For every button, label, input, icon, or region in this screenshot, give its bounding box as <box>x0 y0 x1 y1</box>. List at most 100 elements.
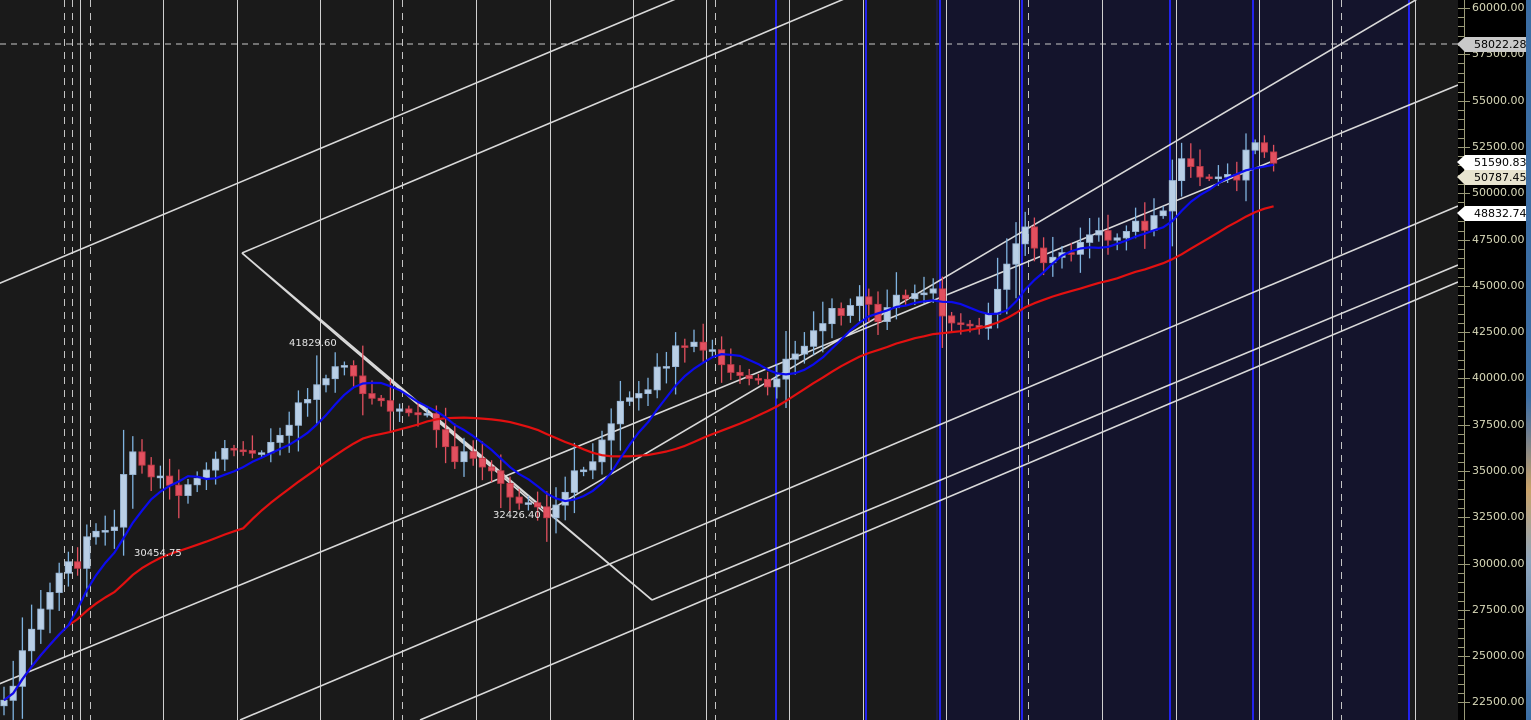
price-tag-pointer <box>1457 155 1465 170</box>
candle-bullish <box>1214 176 1222 180</box>
axis-tick-label: 57500.00 <box>1472 47 1525 60</box>
candle-bearish <box>451 446 459 463</box>
axis-tick-minor <box>1458 526 1465 528</box>
candle-bearish <box>230 447 238 451</box>
axis-tick-minor <box>1458 480 1465 482</box>
candle-bullish <box>819 323 827 332</box>
candle-bearish <box>175 484 183 496</box>
candle-bearish <box>754 378 762 381</box>
axis-tick-minor <box>1458 258 1465 260</box>
candle-bearish <box>432 413 440 431</box>
axis-tick-major <box>1458 425 1470 426</box>
candle-bullish <box>644 389 652 395</box>
candle-bearish <box>543 506 551 519</box>
axis-tick-minor <box>1458 304 1465 306</box>
axis-tick-major <box>1458 147 1470 148</box>
candle-bullish <box>1122 231 1130 239</box>
candle-bearish <box>681 345 689 348</box>
candle-bullish <box>598 439 606 463</box>
candle-bullish <box>0 699 8 707</box>
candle-bearish <box>902 294 910 300</box>
candle-bullish <box>524 502 532 505</box>
candle-bullish <box>1251 142 1259 151</box>
chart-plot-area[interactable]: 41829.60 32426.40 30454.75 <box>0 0 1458 720</box>
price-scale[interactable]: 60000.00 57500.00 55000.00 52500.00 50000.00… <box>1457 0 1531 720</box>
axis-tick-minor <box>1458 498 1465 500</box>
axis-tick-minor <box>1458 396 1465 398</box>
candle-bullish <box>340 365 348 368</box>
price-tag-pointer <box>1457 170 1465 185</box>
axis-tick-major <box>1458 193 1470 194</box>
axis-tick-minor <box>1458 359 1465 361</box>
candle-bearish <box>764 378 772 388</box>
axis-tick-minor <box>1458 276 1465 278</box>
candle-bullish <box>1021 226 1029 245</box>
candle-bullish <box>672 345 680 368</box>
candle-bullish <box>653 366 661 391</box>
axis-tick-major <box>1458 564 1470 565</box>
candle-bullish <box>1012 243 1020 265</box>
axis-tick-minor <box>1458 646 1465 648</box>
candle-bullish <box>110 526 118 531</box>
axis-tick-minor <box>1458 674 1465 676</box>
candle-bearish <box>515 496 523 504</box>
candle-bearish <box>1187 158 1195 167</box>
axis-tick-minor <box>1458 692 1465 694</box>
axis-tick-minor <box>1458 128 1465 130</box>
candle-bullish <box>800 345 808 355</box>
axis-tick-label: 60000.00 <box>1472 1 1525 14</box>
candle-bullish <box>1132 220 1140 232</box>
candle-bullish <box>856 296 864 306</box>
axis-tick-major <box>1458 101 1470 102</box>
axis-tick-minor <box>1458 295 1465 297</box>
candle-bullish <box>129 451 137 475</box>
candle-bullish <box>1159 210 1167 217</box>
axis-tick-major <box>1458 8 1470 9</box>
axis-tick-minor <box>1458 489 1465 491</box>
price-tag: 58022.28 <box>1457 37 1530 52</box>
price-tag-pointer <box>1457 206 1465 221</box>
candle-bullish <box>810 330 818 347</box>
axis-tick-minor <box>1458 619 1465 621</box>
candle-bullish <box>285 424 293 436</box>
axis-tick-major <box>1458 286 1470 287</box>
axis-tick-minor <box>1458 26 1465 28</box>
candle-bullish <box>1242 149 1250 181</box>
candle-bullish <box>202 469 210 479</box>
candle-bearish <box>469 451 477 459</box>
candle-bullish <box>782 358 790 380</box>
axis-tick-major <box>1458 471 1470 472</box>
candle-bearish <box>248 450 256 454</box>
axis-tick-minor <box>1458 387 1465 389</box>
candle-bullish <box>423 413 431 416</box>
axis-tick-label: 40000.00 <box>1472 371 1525 384</box>
highlight-region <box>937 0 1410 720</box>
candle-bearish <box>736 371 744 376</box>
axis-tick-minor <box>1458 554 1465 556</box>
candle-bullish <box>37 608 45 630</box>
axis-tick-minor <box>1458 267 1465 269</box>
axis-tick-minor <box>1458 322 1465 324</box>
candle-bearish <box>718 349 726 366</box>
candle-bearish <box>1030 226 1038 249</box>
price-tag-pointer <box>1457 37 1465 52</box>
candle-bullish <box>616 400 624 425</box>
axis-tick-minor <box>1458 406 1465 408</box>
axis-tick-minor <box>1458 665 1465 667</box>
vertical-accent-lines <box>775 0 1410 720</box>
candle-bearish <box>699 341 707 351</box>
axis-tick-major <box>1458 610 1470 611</box>
moving-average-fast-line <box>3 163 1274 702</box>
candle-bullish <box>846 305 854 316</box>
axis-tick-minor <box>1458 434 1465 436</box>
axis-tick-label: 25000.00 <box>1472 649 1525 662</box>
candle-bullish <box>1095 230 1103 236</box>
candle-bullish <box>92 530 100 538</box>
candle-bullish <box>46 592 54 610</box>
axis-tick-minor <box>1458 137 1465 139</box>
candle-bullish <box>561 491 569 506</box>
candle-bearish <box>865 296 873 305</box>
candle-bearish <box>966 323 974 327</box>
candle-bullish <box>101 530 109 533</box>
